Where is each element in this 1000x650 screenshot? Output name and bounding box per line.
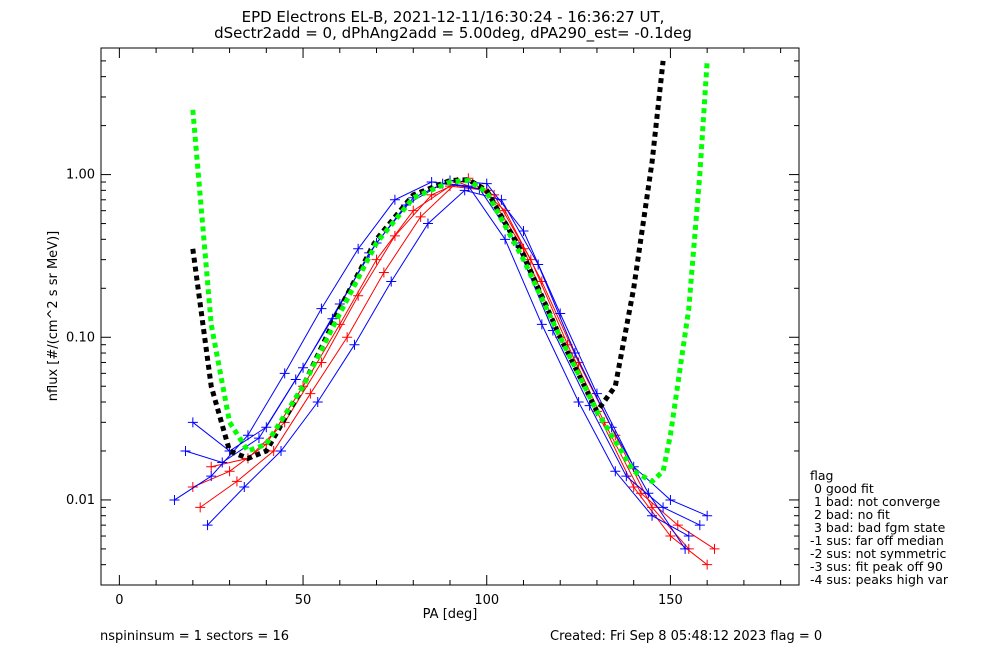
fit-green-curve [190,60,710,485]
series-0-point-13 [665,531,676,542]
series-0-point-14 [702,559,713,570]
series-line-6 [207,189,686,550]
series-3-point-0 [169,494,180,505]
x-axis-label: PA [deg] [423,607,478,622]
legend: flag 0 good fit 1 bad: not converge 2 ba… [810,468,949,587]
series-3-point-13 [647,510,658,521]
series-1-point-6 [415,211,426,222]
series-6-point-10 [569,348,580,359]
x-tick-label-2: 100 [474,593,499,608]
x-tick-label-0: 0 [115,593,123,608]
series-3-point-5 [353,243,364,254]
series-line-0 [192,185,708,566]
series-0-point-6 [408,205,419,216]
series-1-point-5 [378,267,389,278]
series-3-point-1 [206,471,217,482]
series-2-point-3 [316,357,327,368]
legend-item-7: -4 sus: peaks high var [810,572,949,587]
series-6-point-1 [239,482,250,493]
series-5-point-0 [187,417,198,428]
series-6-point-3 [312,396,323,407]
legend-item-5: -2 sus: not symmetric [810,546,946,561]
series-4-point-2 [253,433,264,444]
series-4-point-1 [217,457,228,468]
series-6-point-13 [680,543,691,554]
series-1-point-1 [231,476,242,487]
fit-black-curve [190,60,666,462]
series-6-point-12 [643,488,654,499]
series-1-point-4 [342,332,353,343]
legend-item-0: 0 good fit [810,481,874,496]
series-5-point-3 [298,362,309,373]
y-tick-label-1: 0.10 [66,330,95,345]
series-6-point-9 [533,259,544,270]
x-tick-label-3: 150 [658,593,683,608]
series-5-point-14 [702,510,713,521]
series-6-point-6 [422,218,433,229]
series-2-point-0 [206,461,217,472]
plot-frame [100,47,800,586]
y-axis-label: nflux [#/(cm^2 s sr MeV)] [46,231,61,401]
series-5-point-2 [261,422,272,433]
x-tick-label-1: 50 [295,593,312,608]
axes-layer: 0 50 100 150 0.01 0.10 1.00 [66,47,799,608]
legend-item-2: 2 bad: no fit [810,507,890,522]
series-4-point-13 [658,502,669,513]
series-4-point-12 [621,471,632,482]
legend-item-4: -1 sus: far off median [810,533,944,548]
y-tick-label-2: 1.00 [66,168,95,183]
series-3-point-4 [316,303,327,314]
series-6-point-7 [459,185,470,196]
series-2-point-4 [353,290,364,301]
series-4-point-14 [694,520,705,531]
series-6-point-2 [276,445,287,456]
series-line-4 [185,183,701,526]
series-3-point-14 [683,531,694,542]
series-3-point-11 [573,396,584,407]
series-1-point-13 [672,520,683,531]
series-1-point-14 [709,543,720,554]
series-3-point-3 [279,368,290,379]
series-line-1 [199,181,715,550]
series-3-point-6 [389,194,400,205]
series-line-3 [174,181,690,537]
series-4-point-0 [180,445,191,456]
legend-item-1: 1 bad: not converge [810,494,940,509]
footer-right: Created: Fri Sep 8 05:48:12 2023 flag = … [550,629,822,644]
data-layer [169,60,720,570]
series-5-point-8 [481,178,492,189]
footer-left: nspininsum = 1 sectors = 16 [100,629,289,644]
legend-title: flag [810,468,833,483]
series-3-point-12 [610,466,621,477]
series-6-point-4 [349,339,360,350]
series-0-point-0 [187,482,198,493]
y-tick-label-0: 0.01 [66,493,95,508]
series-3-point-10 [536,319,547,330]
series-0-point-12 [628,482,639,493]
series-6-point-8 [496,194,507,205]
series-0-point-1 [224,466,235,477]
chart-title-line1: EPD Electrons EL-B, 2021-12-11/16:30:24 … [242,8,665,26]
series-5-point-9 [518,226,529,237]
series-1-point-3 [305,388,316,399]
chart-title-line2: dSectr2add = 0, dPhAng2add = 5.00deg, dP… [214,24,692,43]
legend-item-3: 3 bad: bad fgm state [810,520,946,535]
series-2-point-5 [389,230,400,241]
series-5-point-13 [665,494,676,505]
series-3-point-9 [500,234,511,245]
legend-item-6: -3 sus: fit peak off 90 [810,559,943,574]
series-1-point-0 [195,502,206,513]
series-6-point-5 [386,276,397,287]
series-6-point-0 [202,520,213,531]
